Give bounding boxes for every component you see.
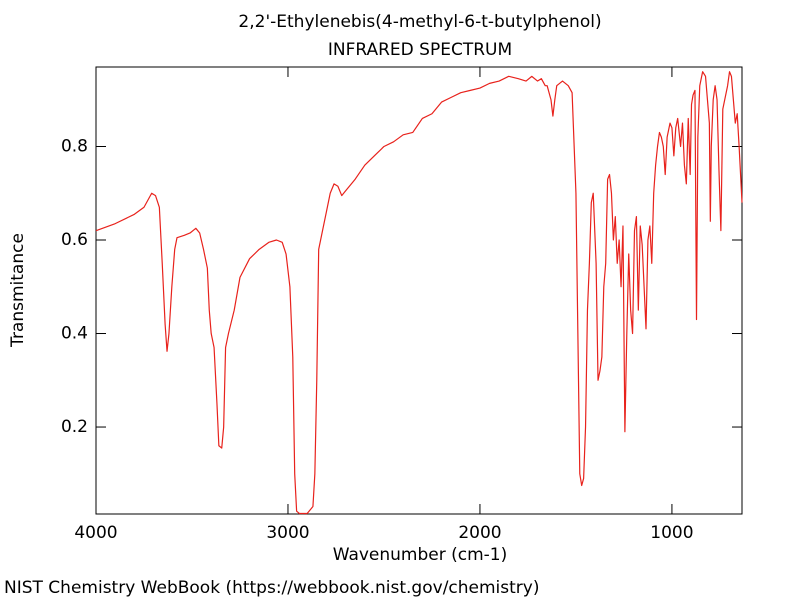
x-tick-label: 3000 bbox=[266, 523, 309, 543]
x-tick-label: 1000 bbox=[650, 523, 693, 543]
y-axis-label: Transmitance bbox=[8, 233, 28, 348]
spectrum-line bbox=[95, 71, 743, 515]
chart-title: 2,2'-Ethylenebis(4-methyl-6-t-butylpheno… bbox=[238, 12, 601, 32]
footer-note: NIST Chemistry WebBook (https://webbook.… bbox=[4, 578, 539, 598]
plot-frame bbox=[95, 66, 743, 515]
x-axis-label: Wavenumber (cm-1) bbox=[333, 545, 508, 565]
x-tick-label: 4000 bbox=[74, 523, 117, 543]
y-tick-label: 0.2 bbox=[61, 417, 88, 437]
y-tick-label: 0.6 bbox=[61, 230, 88, 250]
y-tick-label: 0.8 bbox=[61, 136, 88, 156]
chart-subtitle: INFRARED SPECTRUM bbox=[328, 40, 512, 60]
x-tick-label: 2000 bbox=[458, 523, 501, 543]
y-tick-label: 0.4 bbox=[61, 324, 88, 344]
